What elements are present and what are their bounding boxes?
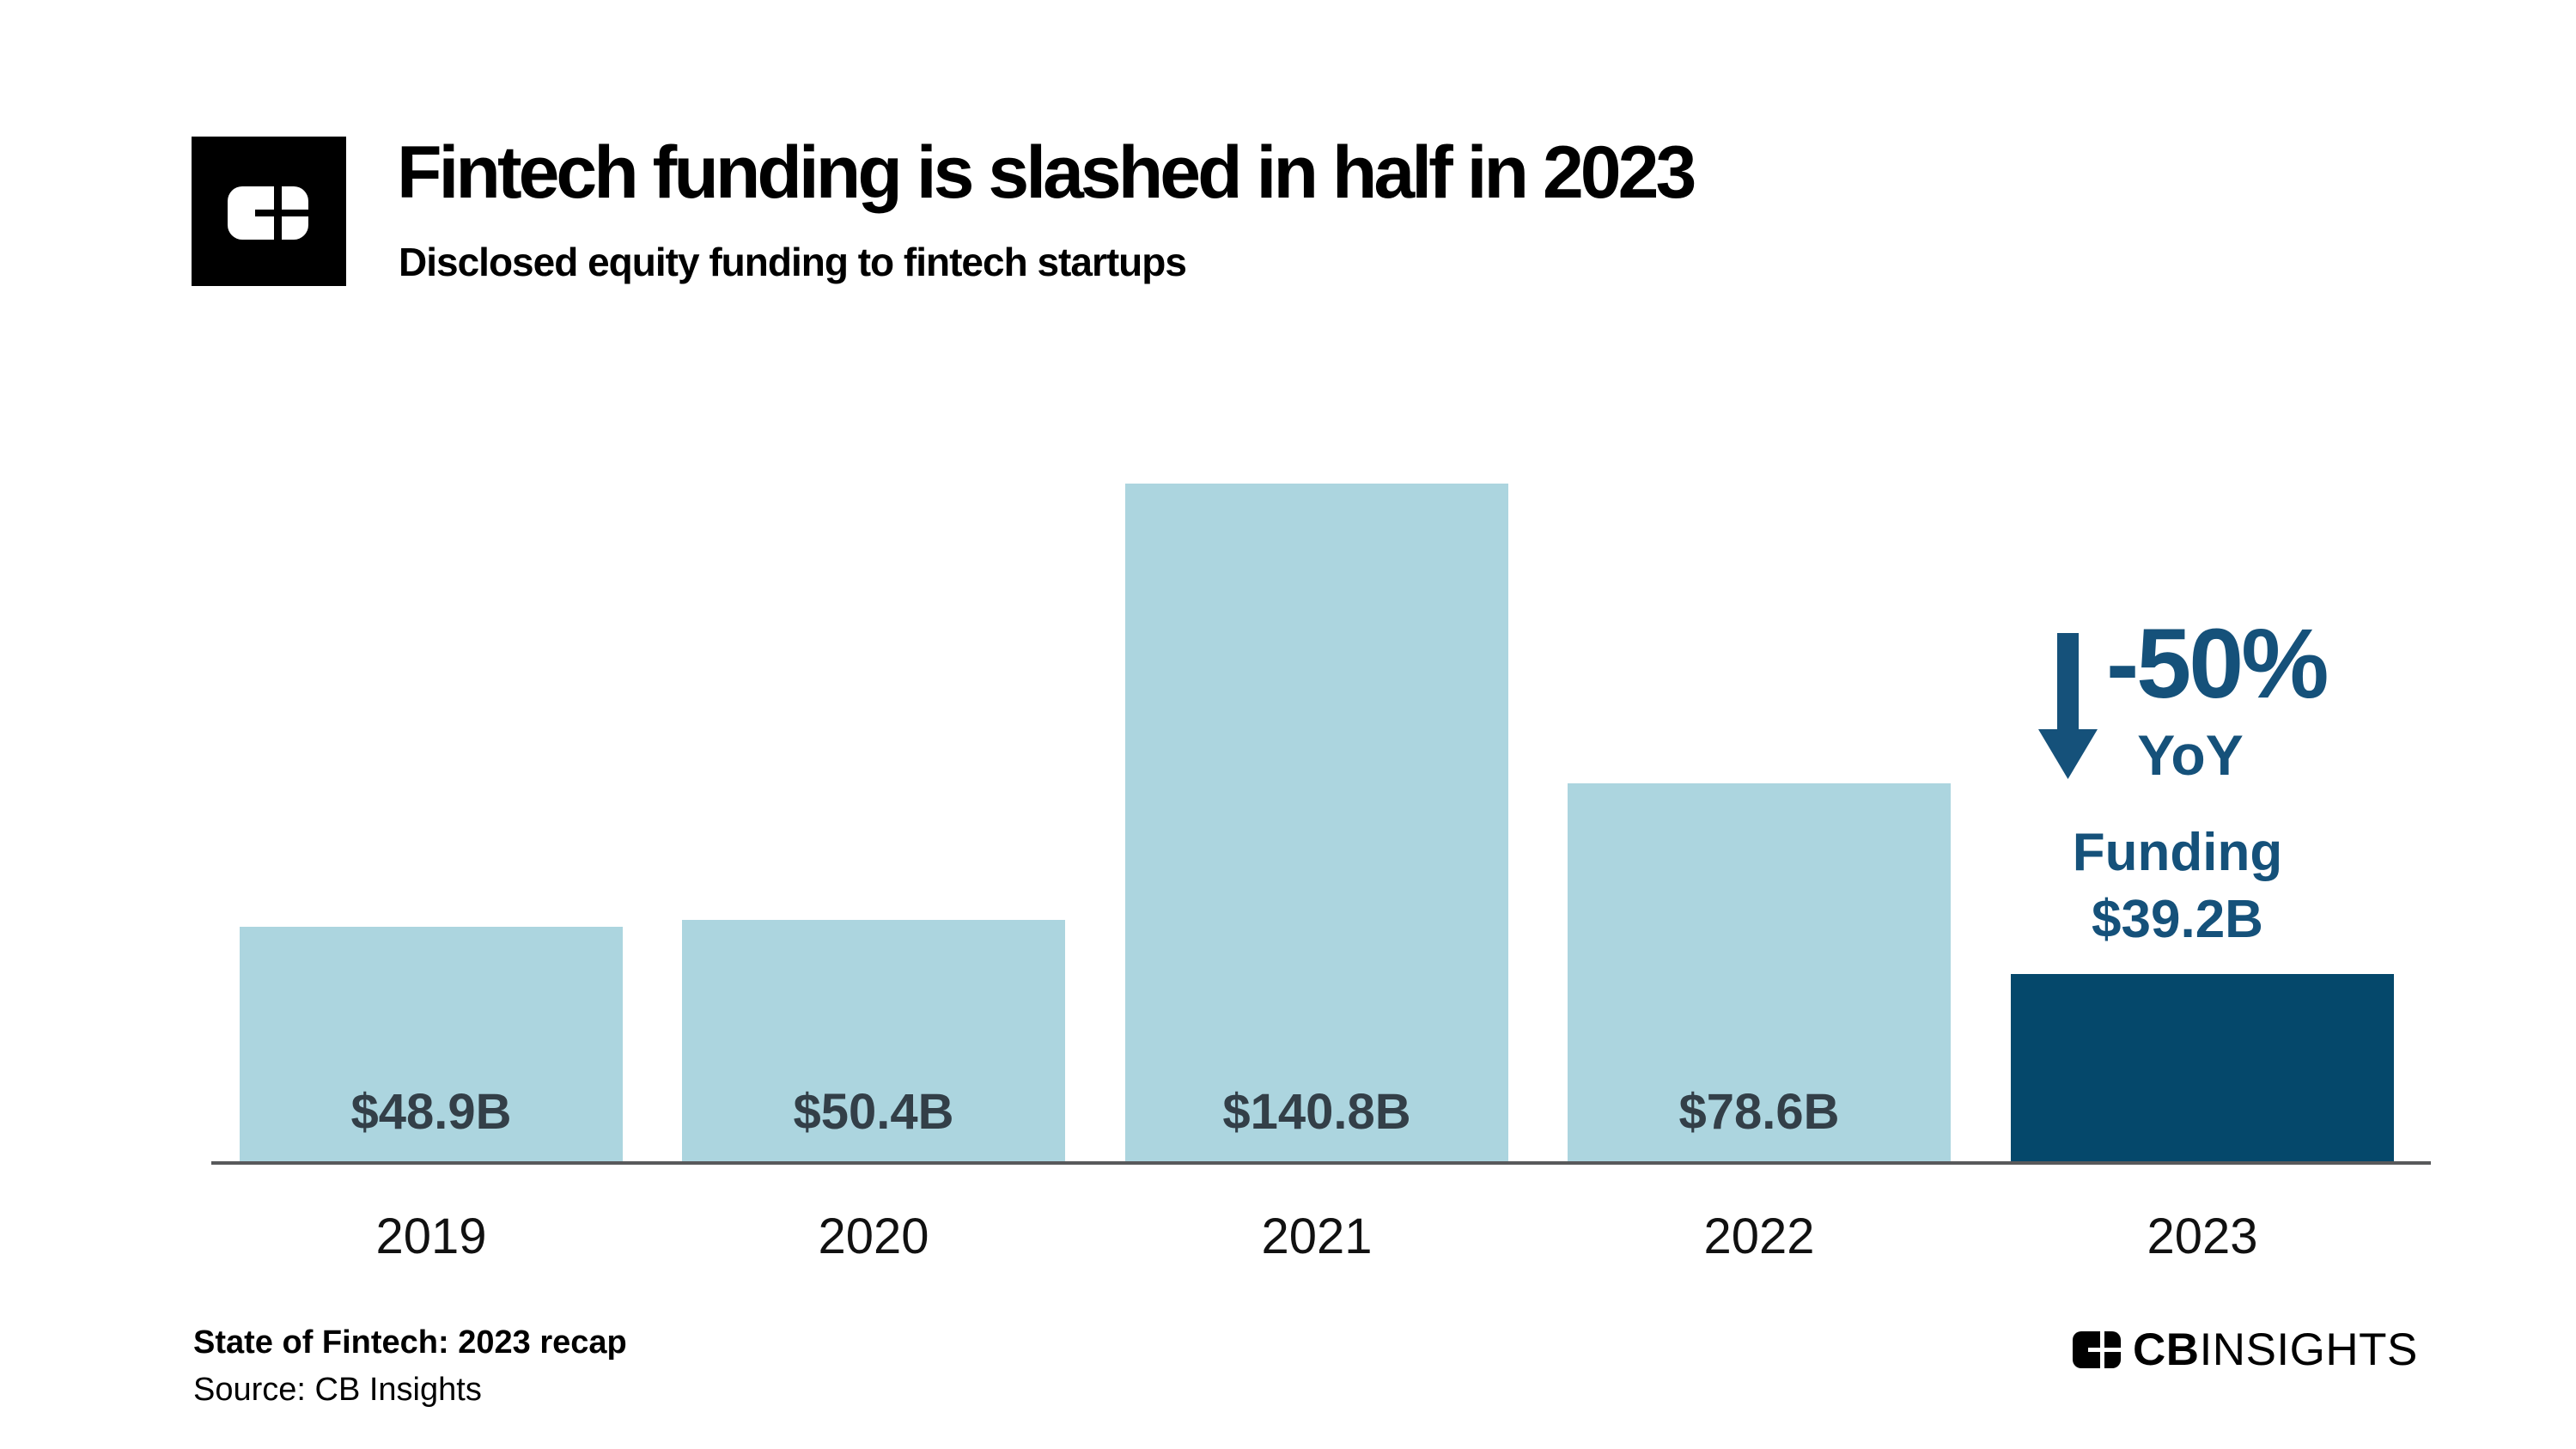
annotation-period: YoY: [2137, 723, 2244, 787]
annotation-funding-label: Funding: [2072, 823, 2283, 882]
bar-2023: [2011, 974, 2394, 1163]
annotation-percent: -50%: [2106, 609, 2329, 719]
bar-2021: $140.8B: [1125, 484, 1508, 1163]
brand-cb: CB: [2133, 1324, 2200, 1375]
brand-insights: INSIGHTS: [2199, 1324, 2418, 1375]
annotation-funding-value: $39.2B: [2092, 890, 2263, 949]
page-subtitle: Disclosed equity funding to fintech star…: [399, 240, 1187, 284]
x-axis-label-2021: 2021: [1261, 1209, 1373, 1264]
bar-2022: $78.6B: [1568, 783, 1951, 1163]
cb-insights-logo-mark: [192, 137, 346, 286]
bar-value-label: $50.4B: [793, 1084, 954, 1140]
cb-insights-logo-mark-icon: [192, 137, 346, 286]
x-axis-label-2020: 2020: [818, 1209, 929, 1264]
brand-text: CBINSIGHTS: [2133, 1324, 2418, 1376]
x-axis-line: [211, 1161, 2431, 1165]
bar-2019: $48.9B: [240, 927, 623, 1163]
x-axis-label-2023: 2023: [2147, 1209, 2258, 1264]
cb-insights-brand: CBINSIGHTS: [2073, 1324, 2418, 1376]
x-axis-label-2022: 2022: [1703, 1209, 1815, 1264]
bar-value-label: $78.6B: [1678, 1084, 1840, 1140]
bar-2020: $50.4B: [682, 920, 1065, 1163]
bar-value-label: $140.8B: [1222, 1084, 1411, 1140]
footer-source: Source: CB Insights: [193, 1372, 482, 1408]
footer-report-title: State of Fintech: 2023 recap: [193, 1324, 627, 1361]
down-arrow-icon: [2038, 633, 2098, 779]
x-axis-label-2019: 2019: [375, 1209, 487, 1264]
cb-insights-logo-mark-small-icon: [2073, 1331, 2121, 1368]
page-title: Fintech funding is slashed in half in 20…: [397, 131, 1696, 214]
bar-value-label: $48.9B: [350, 1084, 512, 1140]
